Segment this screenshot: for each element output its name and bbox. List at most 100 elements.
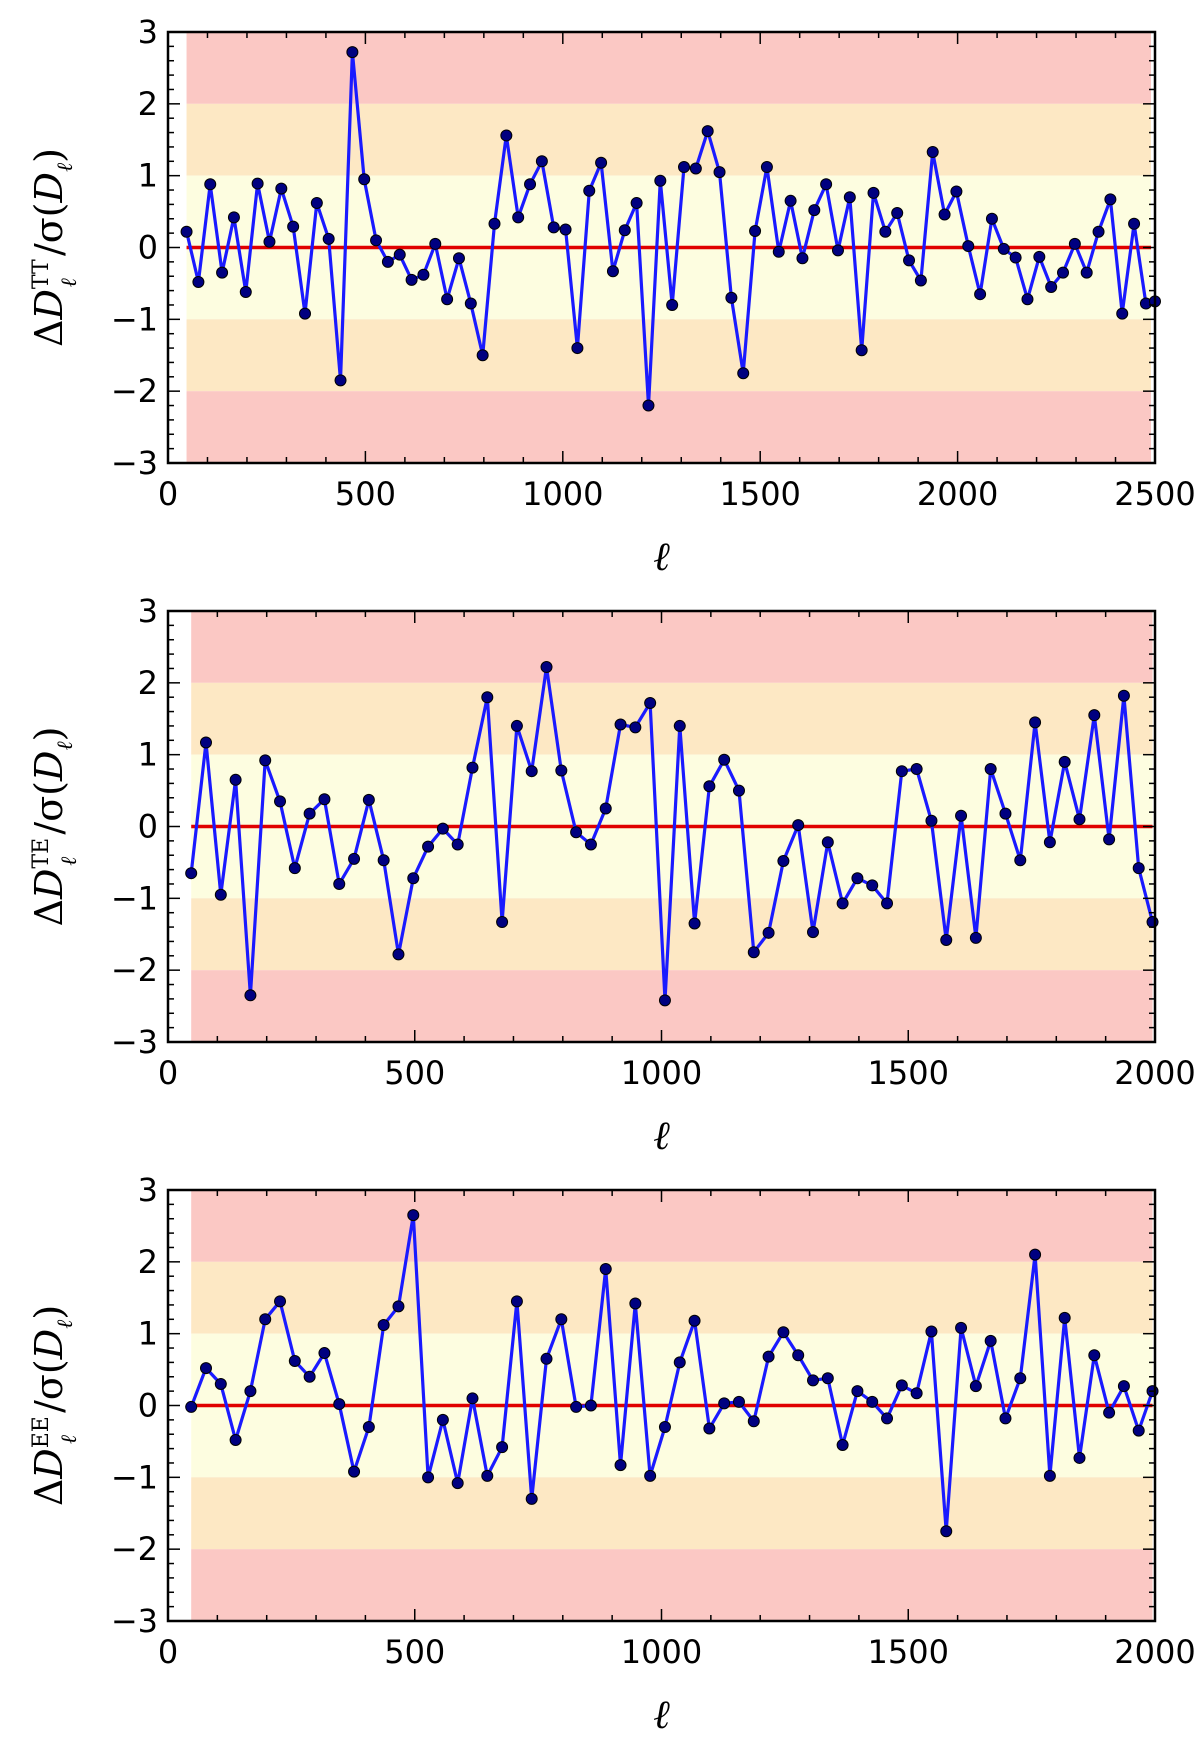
y-tick-label: 2 <box>138 664 158 702</box>
x-tick-label: 1500 <box>719 475 800 513</box>
data-point <box>644 696 657 709</box>
data-point <box>358 173 371 186</box>
data-point <box>1128 217 1141 230</box>
data-point <box>204 178 217 191</box>
data-point <box>599 802 612 815</box>
y-tick-label: −3 <box>111 1602 158 1640</box>
data-point <box>1103 833 1116 846</box>
data-point <box>555 764 568 777</box>
data-point <box>481 691 494 704</box>
data-point <box>984 763 997 776</box>
data-point <box>1117 1380 1130 1393</box>
data-point <box>303 1370 316 1383</box>
data-point <box>481 1469 494 1482</box>
data-point <box>584 838 597 851</box>
data-point <box>180 225 193 238</box>
data-point <box>287 220 300 233</box>
data-point <box>867 186 880 199</box>
data-point <box>762 926 775 939</box>
data-point <box>843 191 856 204</box>
data-point <box>666 298 679 311</box>
x-axis-label: ℓ <box>653 1113 670 1159</box>
data-point <box>1092 225 1105 238</box>
data-point <box>1073 1451 1086 1464</box>
data-point <box>229 1433 242 1446</box>
data-point <box>288 862 301 875</box>
data-point <box>348 1465 361 1478</box>
y-tick-label: −1 <box>111 300 158 338</box>
data-point <box>496 916 509 929</box>
data-point <box>866 1395 879 1408</box>
data-point <box>658 1421 671 1434</box>
data-point <box>940 1525 953 1538</box>
data-point <box>1080 266 1093 279</box>
x-tick-label: 2500 <box>1114 475 1195 513</box>
data-point <box>1021 293 1034 306</box>
y-tick-label: −3 <box>111 444 158 482</box>
panel-ee: 0 500 1000 1500 2000 −3 −2 −1 0 1 2 3 ℓ ΔDEE ℓ /σ(Dℓ) <box>27 1171 1196 1738</box>
data-point <box>525 765 538 778</box>
data-point <box>407 872 420 885</box>
y-tick-label: −2 <box>111 1530 158 1568</box>
data-point <box>999 1412 1012 1425</box>
data-point <box>540 661 553 674</box>
band-middle-top <box>191 682 1153 755</box>
data-point <box>496 1441 509 1454</box>
data-point <box>725 291 738 304</box>
data-point <box>559 223 572 236</box>
data-point <box>629 1297 642 1310</box>
data-point <box>925 814 938 827</box>
data-point <box>362 1421 375 1434</box>
data-point <box>227 211 240 224</box>
data-point <box>808 204 821 217</box>
data-point <box>571 342 584 355</box>
data-point <box>866 879 879 892</box>
data-point <box>654 174 667 187</box>
y-tick-label: 1 <box>138 736 158 774</box>
data-point <box>955 809 968 822</box>
band-outer-top <box>191 1190 1153 1262</box>
data-point <box>525 1492 538 1505</box>
data-point <box>895 1379 908 1392</box>
data-point <box>199 736 212 749</box>
data-point <box>595 156 608 169</box>
data-point <box>555 1313 568 1326</box>
data-point <box>688 917 701 930</box>
data-point <box>422 840 435 853</box>
data-point <box>429 237 442 250</box>
data-point <box>984 1334 997 1347</box>
data-point <box>1045 281 1058 294</box>
y-tick-label: −2 <box>111 951 158 989</box>
data-point <box>436 1413 449 1426</box>
band-middle-top <box>186 103 1152 176</box>
data-point <box>732 784 745 797</box>
x-tick-label: 2000 <box>1114 1054 1195 1092</box>
data-point <box>510 1295 523 1308</box>
data-point <box>535 155 548 168</box>
data-point <box>216 266 229 279</box>
data-point <box>381 255 394 268</box>
x-tick-label: 1000 <box>621 1054 702 1092</box>
data-point <box>1029 716 1042 729</box>
data-point <box>393 248 406 261</box>
data-point <box>772 245 785 258</box>
data-point <box>584 1399 597 1412</box>
data-point <box>903 254 916 267</box>
x-tick-label: 0 <box>158 1633 178 1671</box>
data-point <box>185 867 198 880</box>
band-middle-bottom <box>191 898 1153 971</box>
x-tick-label: 2000 <box>917 475 998 513</box>
data-point <box>962 240 975 253</box>
x-tick-label: 1000 <box>621 1633 702 1671</box>
data-point <box>820 178 833 191</box>
data-point <box>422 1471 435 1484</box>
data-point <box>644 1469 657 1482</box>
data-point <box>969 931 982 944</box>
y-tick-label: 0 <box>138 229 158 267</box>
data-point <box>244 1385 257 1398</box>
series-line <box>189 1213 1155 1533</box>
data-point <box>476 349 489 362</box>
data-point <box>407 1209 420 1222</box>
data-point <box>703 1422 716 1435</box>
